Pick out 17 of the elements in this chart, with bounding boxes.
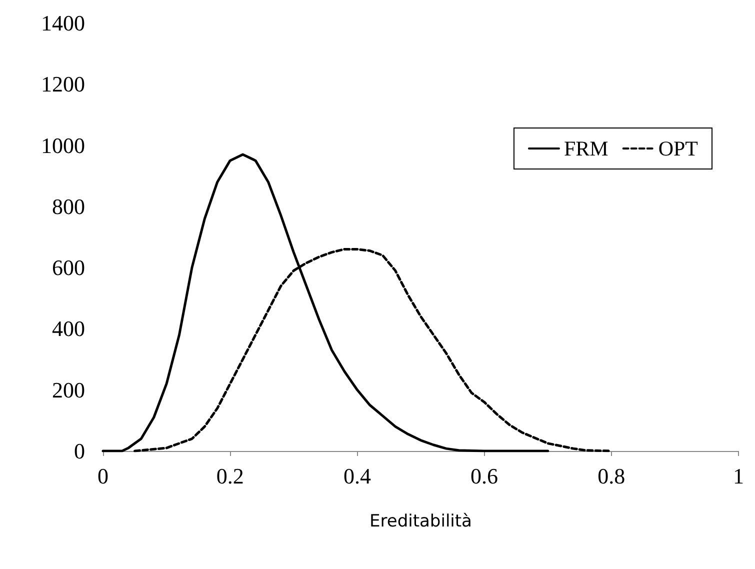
x-tick-label: 1 xyxy=(733,464,744,488)
x-tick-label: 0.6 xyxy=(470,464,498,488)
x-tick-label: 0 xyxy=(98,464,108,488)
y-tick-label: 1200 xyxy=(41,72,85,97)
legend-label: OPT xyxy=(658,136,698,160)
legend-label: FRM xyxy=(564,136,609,160)
x-axis-title: Ereditabilità xyxy=(370,512,472,532)
y-tick-label: 800 xyxy=(52,194,85,219)
y-tick-label: 1400 xyxy=(41,10,85,36)
y-tick-label: 200 xyxy=(52,377,85,402)
y-tick-label: 600 xyxy=(52,255,85,280)
y-tick-label: 1000 xyxy=(41,132,85,158)
y-tick-label: 400 xyxy=(52,316,85,342)
x-tick-label: 0.2 xyxy=(216,464,244,488)
x-tick-label: 0.4 xyxy=(343,464,371,488)
y-tick-label: 0 xyxy=(74,438,85,464)
x-tick-label: 0.8 xyxy=(598,464,626,488)
